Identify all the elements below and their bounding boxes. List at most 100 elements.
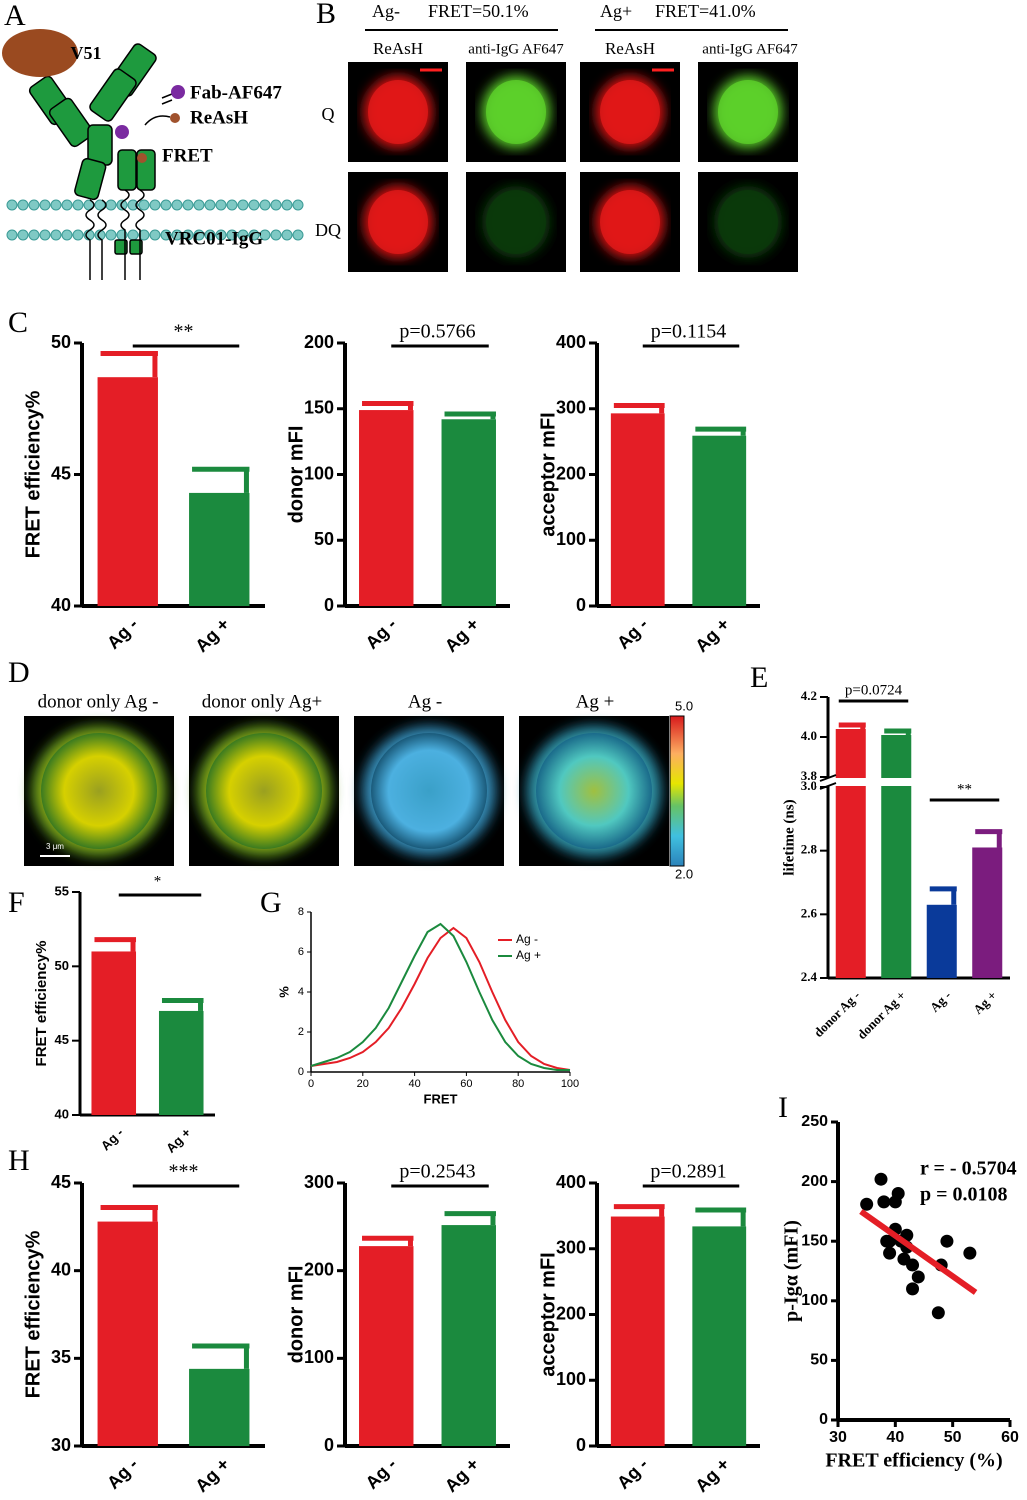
y-tick-label: 0 bbox=[819, 1411, 828, 1428]
point bbox=[877, 1195, 891, 1209]
x-tick-label: 60 bbox=[1001, 1429, 1019, 1446]
y-tick-label: 200 bbox=[801, 1173, 828, 1190]
y-tick-label: 6 bbox=[298, 946, 304, 958]
lipid bbox=[270, 199, 282, 211]
panel-letter: F bbox=[8, 886, 25, 919]
lipid bbox=[50, 199, 62, 211]
lipid bbox=[193, 199, 205, 211]
line bbox=[310, 926, 571, 1071]
lipid bbox=[39, 229, 51, 241]
label: ReAsH bbox=[190, 107, 248, 128]
y-tick-label: 200 bbox=[556, 463, 586, 483]
x-tick-label: Ag + bbox=[691, 614, 733, 656]
x-tick-label: Ag - bbox=[98, 1125, 126, 1153]
y-tick-label: 4.2 bbox=[801, 688, 817, 703]
lipid bbox=[17, 199, 29, 211]
y-axis-title: FRET efficiency% bbox=[22, 390, 44, 558]
x-tick-label: 60 bbox=[460, 1078, 472, 1090]
cell bbox=[206, 733, 322, 849]
panel-letter: B bbox=[316, 0, 336, 30]
y-tick-label: 50 bbox=[314, 529, 334, 549]
y-tick-label: 150 bbox=[801, 1232, 828, 1249]
x-tick-label: Ag - bbox=[362, 1454, 401, 1493]
cell bbox=[368, 190, 428, 254]
lipid bbox=[6, 199, 18, 211]
y-tick-label: 50 bbox=[810, 1352, 828, 1369]
lipid bbox=[182, 199, 194, 211]
x-tick-label: 30 bbox=[829, 1429, 847, 1446]
y-tick-label: 0 bbox=[576, 1435, 586, 1455]
x-tick-label: Ag + bbox=[691, 1454, 733, 1496]
point bbox=[931, 1306, 945, 1320]
lipid bbox=[72, 199, 84, 211]
y-tick-label: 2.8 bbox=[801, 842, 818, 857]
y-axis-title: donor mFI bbox=[285, 426, 307, 524]
y-tick-label: 300 bbox=[304, 1172, 334, 1192]
lipid bbox=[204, 229, 216, 241]
y-tick-label: 200 bbox=[304, 332, 334, 352]
y-axis-title: lifetime (ns) bbox=[781, 799, 797, 875]
column: anti-IgG AF647 bbox=[702, 41, 798, 57]
y-tick-label: 150 bbox=[304, 398, 334, 418]
x-axis-title: FRET bbox=[424, 1091, 458, 1106]
lipid bbox=[138, 229, 150, 241]
x-tick-label: Ag - bbox=[927, 988, 954, 1015]
lipid bbox=[270, 229, 282, 241]
column: Ag + bbox=[576, 691, 615, 712]
row: Q bbox=[322, 104, 335, 124]
x-tick-label: Ag + bbox=[970, 988, 999, 1017]
annotation: p=0.2891 bbox=[650, 1161, 726, 1183]
fret: FRET=41.0% bbox=[655, 1, 756, 21]
x-tick-label: Ag + bbox=[441, 614, 483, 656]
point bbox=[963, 1246, 977, 1260]
bar bbox=[158, 1010, 204, 1115]
lipid bbox=[116, 199, 128, 211]
panel-letter: C bbox=[8, 306, 28, 339]
panel-letter: A bbox=[4, 0, 26, 32]
label: VRC01-IgG bbox=[165, 228, 263, 249]
line bbox=[310, 922, 570, 1071]
lipid bbox=[292, 229, 304, 241]
lipid bbox=[149, 229, 161, 241]
y-tick-label: 100 bbox=[304, 1347, 334, 1367]
y-tick-label: 400 bbox=[556, 332, 586, 352]
y-axis-title: acceptor mFI bbox=[537, 412, 559, 536]
lipid bbox=[171, 229, 183, 241]
fret: FRET=50.1% bbox=[428, 1, 529, 21]
lipid bbox=[226, 199, 238, 211]
lipid bbox=[237, 199, 249, 211]
y-tick-label: 2.6 bbox=[801, 905, 818, 920]
y-tick-label: 250 bbox=[801, 1113, 828, 1130]
row: DQ bbox=[315, 220, 341, 240]
annotation: *** bbox=[169, 1161, 199, 1183]
column: donor only Ag+ bbox=[202, 691, 323, 712]
lipid bbox=[248, 229, 260, 241]
lipid bbox=[215, 199, 227, 211]
bar bbox=[441, 419, 496, 606]
y-tick-label: 4.0 bbox=[801, 728, 817, 743]
annotation: p=0.2543 bbox=[399, 1161, 475, 1183]
lipid bbox=[226, 229, 238, 241]
cell bbox=[371, 733, 487, 849]
column: donor only Ag - bbox=[38, 691, 159, 712]
x-tick-label: 50 bbox=[944, 1429, 962, 1446]
x-tick-label: 40 bbox=[886, 1429, 904, 1446]
lipid bbox=[292, 199, 304, 211]
lipid bbox=[61, 199, 73, 211]
cell bbox=[41, 733, 157, 849]
lipid bbox=[94, 229, 106, 241]
label: FRET bbox=[162, 145, 213, 166]
y-tick-label: 8 bbox=[298, 906, 304, 918]
lipid bbox=[149, 199, 161, 211]
panel-letter: H bbox=[8, 1144, 30, 1177]
lipid bbox=[72, 229, 84, 241]
y-axis-title: FRET efficiency% bbox=[22, 1230, 44, 1398]
cell bbox=[536, 733, 652, 849]
y-tick-label: 100 bbox=[801, 1292, 828, 1309]
x-tick-label: Ag - bbox=[613, 1454, 652, 1493]
y-tick-label: 40 bbox=[51, 1259, 71, 1279]
lipid bbox=[127, 229, 139, 241]
legend-label: Ag + bbox=[516, 948, 541, 962]
cell bbox=[600, 190, 660, 254]
lipid bbox=[127, 199, 139, 211]
